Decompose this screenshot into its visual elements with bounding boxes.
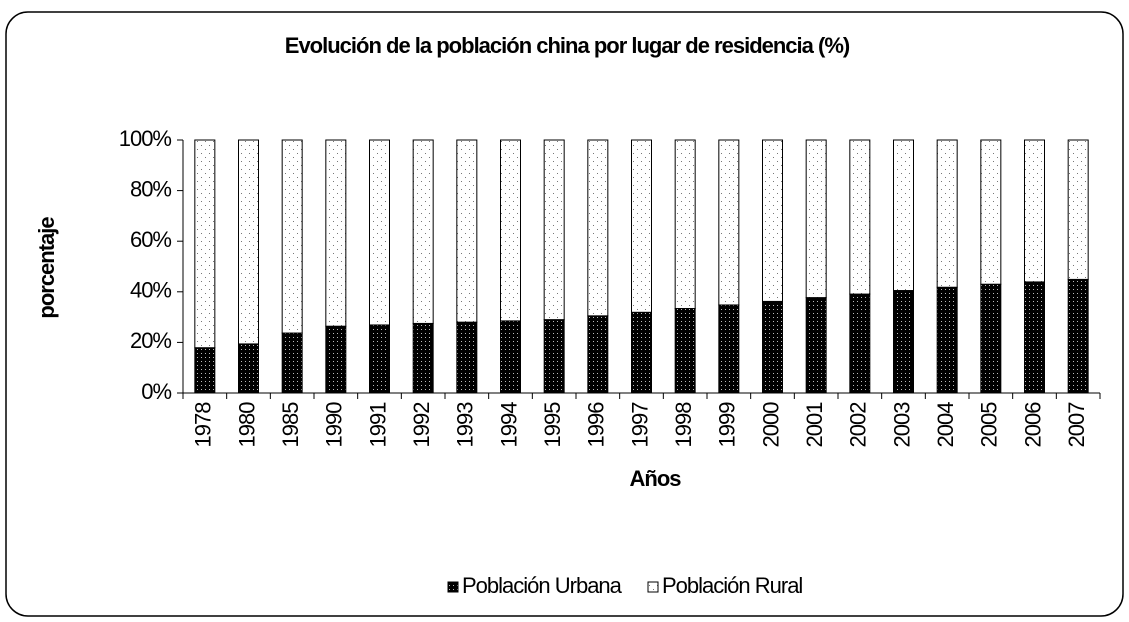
x-tick-label: 1998 <box>671 402 696 448</box>
bar-segment <box>369 139 390 326</box>
x-tick-label: 1994 <box>496 402 521 448</box>
y-tick-label: 20% <box>130 328 171 353</box>
x-tick-label: 1990 <box>322 402 347 448</box>
bar-segment <box>500 320 521 394</box>
bar-segment <box>762 139 783 302</box>
y-tick-label: 40% <box>130 278 171 303</box>
x-axis-title: Años <box>630 466 682 491</box>
bar-segment <box>980 283 1002 394</box>
x-tick-label: 1991 <box>365 402 390 448</box>
bar-segment <box>500 139 521 322</box>
chart-title: Evolución de la población china por luga… <box>285 33 850 58</box>
x-tick-label: 1995 <box>540 402 565 448</box>
legend-label: Población Urbana <box>462 573 623 598</box>
y-axis-title: porcentaje <box>34 217 59 319</box>
legend-swatch <box>647 581 659 593</box>
bar-segment <box>238 343 259 394</box>
y-tick-label: 60% <box>130 227 171 252</box>
x-tick-label: 2002 <box>846 402 871 448</box>
x-tick-label: 2004 <box>933 402 958 448</box>
bar-segment <box>543 139 565 321</box>
bar-segment <box>893 290 914 394</box>
bar-segment <box>587 139 609 317</box>
legend-swatch <box>447 581 459 593</box>
x-tick-label: 1999 <box>715 402 740 448</box>
bar-segment <box>805 139 827 299</box>
bar-segment <box>587 315 609 394</box>
bar-segment <box>849 139 871 295</box>
x-tick-label: 2001 <box>802 402 827 448</box>
bar-segment <box>194 347 216 394</box>
x-tick-label: 2005 <box>977 402 1002 448</box>
bar-segment <box>1067 278 1089 394</box>
x-tick-label: 2006 <box>1020 402 1045 448</box>
bar-segment <box>412 139 434 324</box>
y-tick-label: 0% <box>141 379 171 404</box>
bar-segment <box>718 304 740 394</box>
bar-segment <box>980 139 1002 285</box>
bar-segment <box>194 139 216 349</box>
x-tick-label: 2000 <box>758 402 783 448</box>
bar-segment <box>1024 139 1045 283</box>
x-tick-label: 1978 <box>191 402 216 448</box>
bar-segment <box>674 139 696 309</box>
bar-segment <box>936 286 958 394</box>
x-tick-label: 1997 <box>627 402 652 448</box>
y-tick-label: 80% <box>130 176 171 201</box>
bar-segment <box>456 139 478 323</box>
legend-label: Población Rural <box>662 573 802 598</box>
bar-segment <box>238 139 259 345</box>
bar-segment <box>631 139 652 313</box>
x-tick-label: 1996 <box>584 402 609 448</box>
y-tick-label: 100% <box>119 126 172 151</box>
bar-segment <box>849 293 871 394</box>
bar-segment <box>893 139 914 292</box>
x-tick-label: 1992 <box>409 402 434 448</box>
x-tick-label: 2003 <box>889 402 914 448</box>
bar-segment <box>456 321 478 394</box>
bar-segment <box>543 319 565 394</box>
bar-segment <box>1067 139 1089 280</box>
bar-segment <box>325 325 347 394</box>
x-tick-label: 1993 <box>453 402 478 448</box>
bar-segment <box>631 311 652 394</box>
x-tick-label: 2007 <box>1064 402 1089 448</box>
bar-segment <box>718 139 740 306</box>
bar-segment <box>281 139 303 334</box>
bar-segment <box>369 324 390 394</box>
bar-segment <box>1024 281 1045 394</box>
bar-segment <box>281 332 303 394</box>
bar-segment <box>805 297 827 394</box>
bar-segment <box>762 300 783 394</box>
bar-segment <box>412 322 434 394</box>
bar-segment <box>674 307 696 394</box>
x-tick-label: 1985 <box>278 402 303 448</box>
bar-segment <box>936 139 958 288</box>
x-tick-label: 1980 <box>234 402 259 448</box>
bar-segment <box>325 139 347 327</box>
